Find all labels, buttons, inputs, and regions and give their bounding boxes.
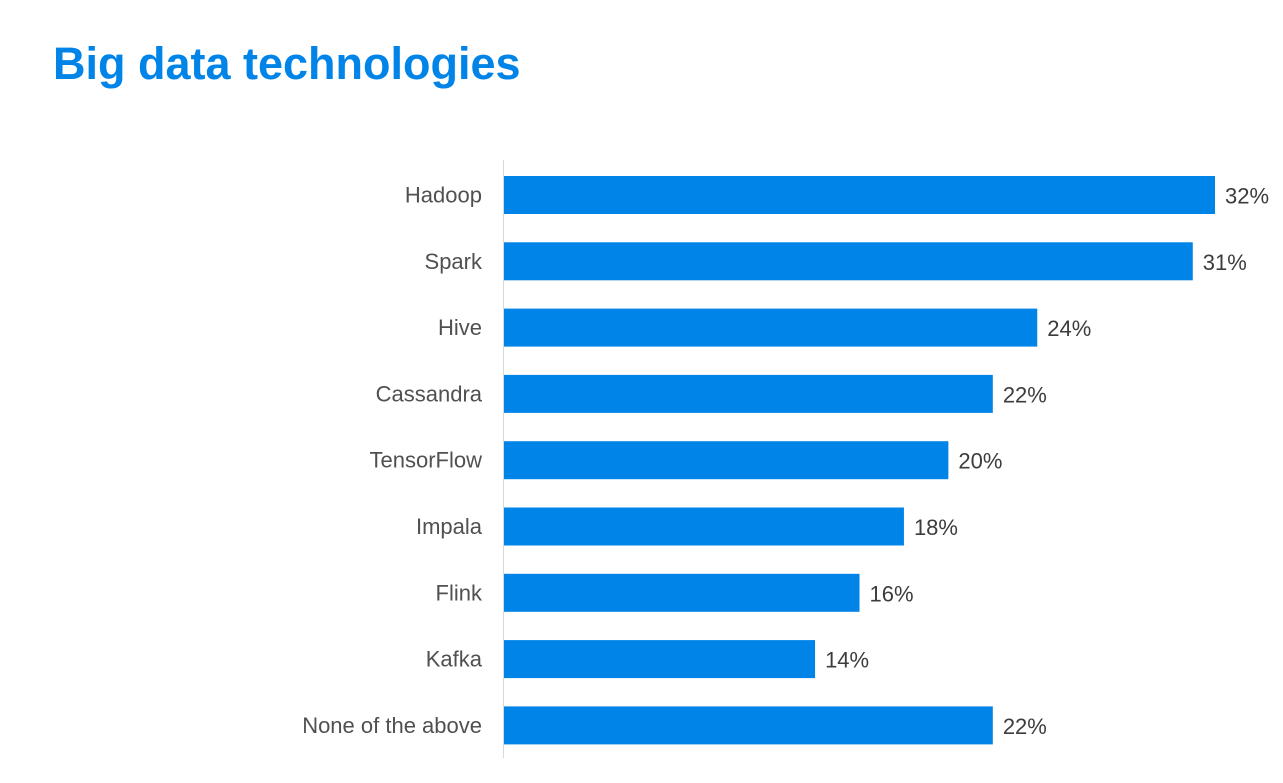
bars-group <box>504 176 1215 745</box>
value-labels-group: 32% 31% 24% 22% 20% 18% 16% 14% 22% <box>825 184 1269 739</box>
bar-hadoop <box>504 176 1215 214</box>
bar-cassandra <box>504 374 993 413</box>
bar-impala <box>504 507 904 546</box>
value-label-impala: 18% <box>914 515 958 540</box>
category-label-none-of-the-above: None of the above <box>302 713 482 738</box>
value-label-tensorflow: 20% <box>958 449 1002 474</box>
value-label-none-of-the-above: 22% <box>1003 714 1047 739</box>
category-label-hive: Hive <box>438 315 482 340</box>
category-label-tensorflow: TensorFlow <box>370 448 483 473</box>
bar-hive <box>504 308 1038 347</box>
value-label-hive: 24% <box>1047 316 1091 341</box>
bar-flink <box>504 573 860 612</box>
category-label-spark: Spark <box>425 249 483 274</box>
category-labels-group: Hadoop Spark Hive Cassandra TensorFlow Impala… <box>302 183 483 738</box>
category-label-kafka: Kafka <box>426 647 483 672</box>
value-label-hadoop: 32% <box>1225 184 1269 209</box>
value-label-kafka: 14% <box>825 648 869 673</box>
bar-none-of-the-above <box>504 706 993 745</box>
category-label-hadoop: Hadoop <box>405 183 482 208</box>
category-label-cassandra: Cassandra <box>376 381 483 406</box>
bar-tensorflow <box>504 441 949 480</box>
bar-kafka <box>504 640 816 679</box>
chart-title: Big data technologies <box>53 38 521 89</box>
category-label-impala: Impala <box>416 514 483 539</box>
value-label-flink: 16% <box>870 581 914 606</box>
bar-spark <box>504 242 1193 281</box>
value-label-cassandra: 22% <box>1003 382 1047 407</box>
value-label-spark: 31% <box>1203 250 1247 275</box>
category-label-flink: Flink <box>436 580 483 605</box>
